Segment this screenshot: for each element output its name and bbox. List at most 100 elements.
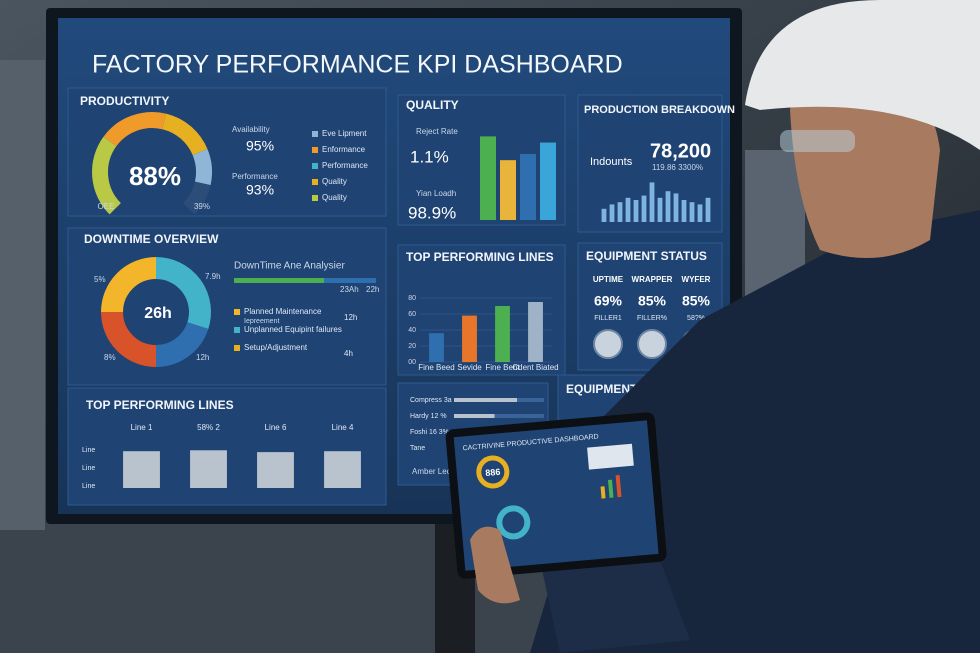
bar [190, 450, 227, 488]
quality-label: Reject Rate [416, 127, 458, 136]
legend-swatch [312, 195, 318, 201]
production-label: Indounts [590, 156, 633, 168]
quality-value: 1.1% [410, 147, 449, 166]
segment [182, 181, 211, 215]
bar-chart [601, 182, 711, 222]
category-label: 58% 2 [197, 423, 220, 432]
tablet-donut [496, 505, 531, 540]
bar [705, 197, 711, 222]
tablet-bar [607, 479, 614, 498]
legend-swatch [312, 163, 318, 169]
gauge-end: 39% [194, 202, 210, 211]
legend-value: 4h [344, 349, 353, 358]
bar [633, 200, 639, 222]
equipment-name: WRAPPER [632, 275, 673, 284]
bar [609, 204, 615, 222]
legend-label: Enformance [322, 145, 366, 154]
bar [641, 195, 647, 222]
bar [657, 197, 663, 222]
row-labels: Line Line Line [82, 447, 95, 490]
equipment-sub: FILLER1 [594, 315, 622, 322]
metric-value: 95% [246, 138, 274, 154]
bar [540, 142, 556, 220]
legend-note: Iepreement [244, 318, 279, 325]
legend-swatch [234, 327, 240, 333]
range-label: 23Ah [340, 285, 359, 294]
bar [480, 136, 496, 220]
metric-value: 93% [246, 182, 274, 198]
tablet-value: 886 [485, 467, 501, 478]
legend-label: Quality [322, 193, 347, 202]
legend: Eve Lipment Enformance Performance Quality Q… [312, 129, 368, 202]
person-arm [540, 550, 690, 653]
donut-label: 5% [94, 275, 106, 284]
gauge-label: OEE [98, 202, 115, 211]
donut-label: 12h [196, 353, 209, 362]
segment [155, 257, 211, 329]
tablet-bar [600, 486, 606, 499]
segment [101, 257, 157, 313]
bar [697, 204, 703, 222]
quality-label: Yian Loadh [416, 189, 456, 198]
category-label: Fine Beed [418, 363, 454, 372]
category-label: Fine Bent [485, 363, 520, 372]
row-label: Tane [410, 445, 425, 452]
legend-label: Quality [322, 177, 347, 186]
progress-bar [454, 414, 495, 418]
person-helmet [745, 0, 980, 150]
segment [92, 136, 122, 215]
equipment-value: 69% [594, 293, 623, 309]
bar [495, 306, 510, 362]
segment [103, 112, 167, 147]
row-label: Line [82, 465, 95, 472]
category-label: Line 1 [131, 423, 153, 432]
panel-title: TOP PERFORMING LINES [406, 250, 554, 264]
bar [324, 451, 361, 488]
panel-title: PRODUCTIVITY [80, 94, 169, 108]
legend-swatch [312, 131, 318, 137]
range-label: 22h [366, 285, 379, 294]
segment [192, 149, 212, 186]
panel-title: DOWNTIME OVERVIEW [84, 232, 219, 246]
bar-chart [123, 450, 361, 488]
progress-fill [234, 278, 324, 283]
safety-glasses [780, 130, 855, 152]
y-tick-label: 20 [408, 343, 416, 350]
legend-swatch [234, 345, 240, 351]
bar [123, 451, 160, 488]
legend-label: Planned Maintenance [244, 307, 322, 316]
panel-title: QUALITY [406, 98, 459, 112]
category-label: Line 6 [265, 423, 287, 432]
category-label: Cdent Biated [512, 363, 558, 372]
production-value: 78,200 [650, 140, 711, 162]
bar [673, 193, 679, 222]
tablet-card [587, 443, 634, 470]
tablet-bar [615, 474, 622, 498]
bar [617, 202, 623, 222]
bar [528, 302, 543, 362]
legend-swatch [312, 147, 318, 153]
bar [429, 333, 444, 362]
status-icon [637, 329, 667, 359]
equipment-name: WYFER [682, 275, 711, 284]
bar [625, 197, 631, 222]
equipment-value: 85% [682, 293, 711, 309]
equipment-name: UPTIME [593, 275, 624, 284]
legend-value: 12h [344, 313, 357, 322]
legend-label: Performance [322, 161, 368, 170]
y-tick-label: 80 [408, 295, 416, 302]
legend: Planned Maintenance Iepreement 12hUnplanne… [234, 307, 357, 358]
segment [155, 321, 209, 367]
legend-swatch [234, 309, 240, 315]
equipment-sub: FILLER% [637, 315, 667, 322]
bar [500, 160, 516, 220]
bar [462, 315, 477, 362]
panel [67, 87, 387, 217]
legend-label: Unplanned Equipint failures [244, 325, 342, 334]
progress-bar [454, 398, 517, 402]
category-label: Line 4 [332, 423, 354, 432]
equipment-sub: 58?% [687, 315, 705, 322]
y-tick-label: 40 [408, 327, 416, 334]
bar [257, 452, 294, 488]
